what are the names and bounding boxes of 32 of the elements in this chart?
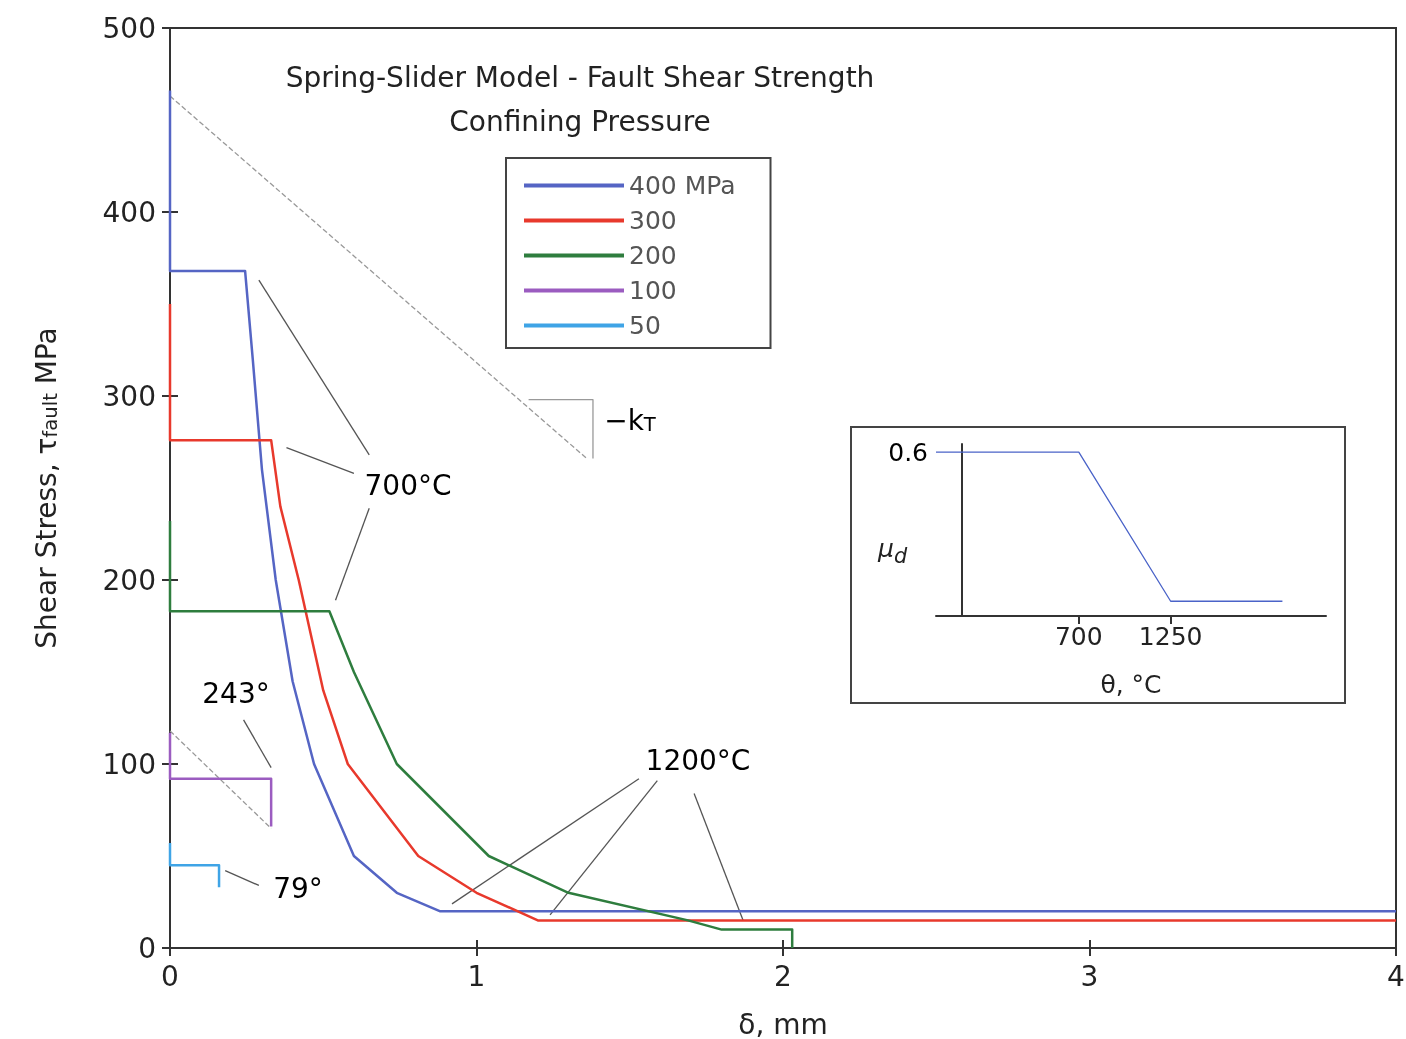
- legend-label: 400 MPa: [629, 171, 736, 200]
- annotation: −kT: [604, 403, 657, 437]
- annotation: 0.6: [888, 437, 928, 467]
- x-tick-label: 4: [1387, 959, 1405, 993]
- line-series: [168, 302, 1398, 922]
- y-axis-title: μ$_{d}$: [878, 534, 908, 568]
- annotation: 79°: [273, 871, 323, 905]
- legend-label: 300: [629, 206, 677, 235]
- y-axis-title: Shear Stress, τfault MPa: [29, 327, 63, 649]
- y-tick-label: 400: [102, 195, 156, 229]
- line-series: [168, 519, 794, 950]
- text: Spring-Slider Model - Fault Shear Strength: [285, 60, 875, 94]
- annotation: 700°C: [364, 468, 452, 502]
- legend-label: 50: [629, 311, 661, 340]
- legend-label: 200: [629, 241, 677, 270]
- y-tick-label: 200: [102, 563, 156, 597]
- x-axis-title: θ, °C: [1100, 670, 1162, 699]
- y-tick-label: 300: [102, 379, 156, 413]
- y-tick-label: 100: [102, 747, 156, 781]
- annotation: 243°: [202, 676, 270, 710]
- x-tick-label: 700: [1054, 622, 1103, 651]
- x-tick-label: 1250: [1138, 622, 1203, 651]
- x-axis-title: δ, mm: [738, 1007, 828, 1039]
- x-tick-label: 0: [161, 959, 179, 993]
- legend-title: Confining Pressure: [449, 104, 711, 138]
- y-tick-label: 0: [138, 931, 156, 965]
- x-tick-label: 3: [1080, 959, 1099, 993]
- annotation: 1200°C: [645, 743, 751, 777]
- legend-label: 100: [629, 276, 677, 305]
- x-tick-label: 2: [774, 959, 792, 993]
- x-tick-label: 1: [467, 959, 486, 993]
- y-tick-label: 500: [102, 11, 156, 45]
